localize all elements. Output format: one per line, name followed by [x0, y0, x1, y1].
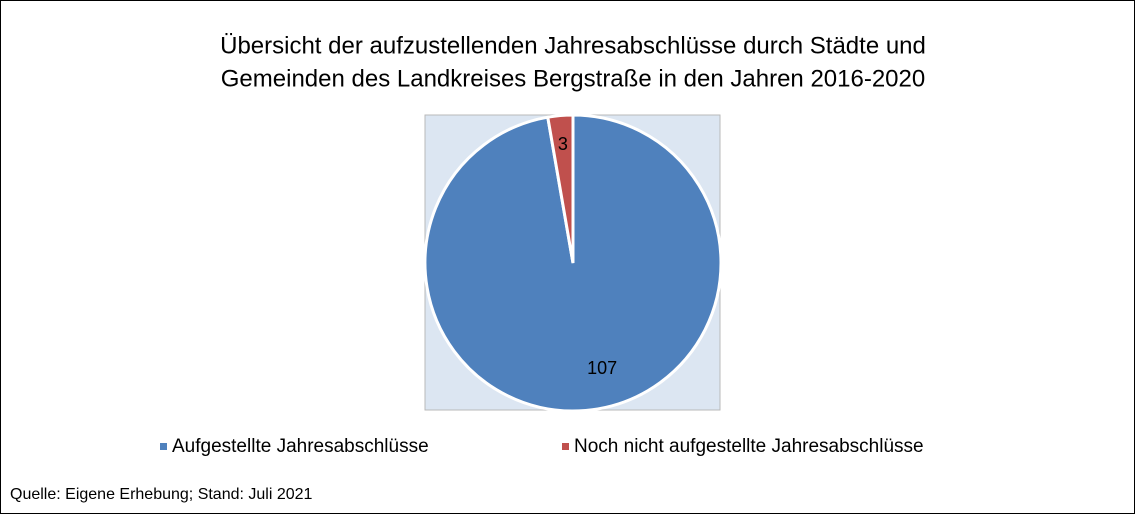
data-label: 3 [558, 134, 568, 154]
data-label: 107 [587, 358, 617, 378]
legend-label: Aufgestellte Jahresabschlüsse [172, 436, 429, 457]
legend-swatch [160, 443, 167, 450]
source-note: Quelle: Eigene Erhebung; Stand: Juli 202… [10, 486, 313, 503]
legend-label: Noch nicht aufgestellte Jahresabschlüsse [574, 436, 924, 457]
chart-title: Übersicht der aufzustellenden Jahresabsc… [220, 32, 926, 59]
legend-swatch [562, 443, 569, 450]
pie-slice [546, 113, 575, 264]
chart-title: Gemeinden des Landkreises Bergstraße in … [221, 65, 925, 92]
